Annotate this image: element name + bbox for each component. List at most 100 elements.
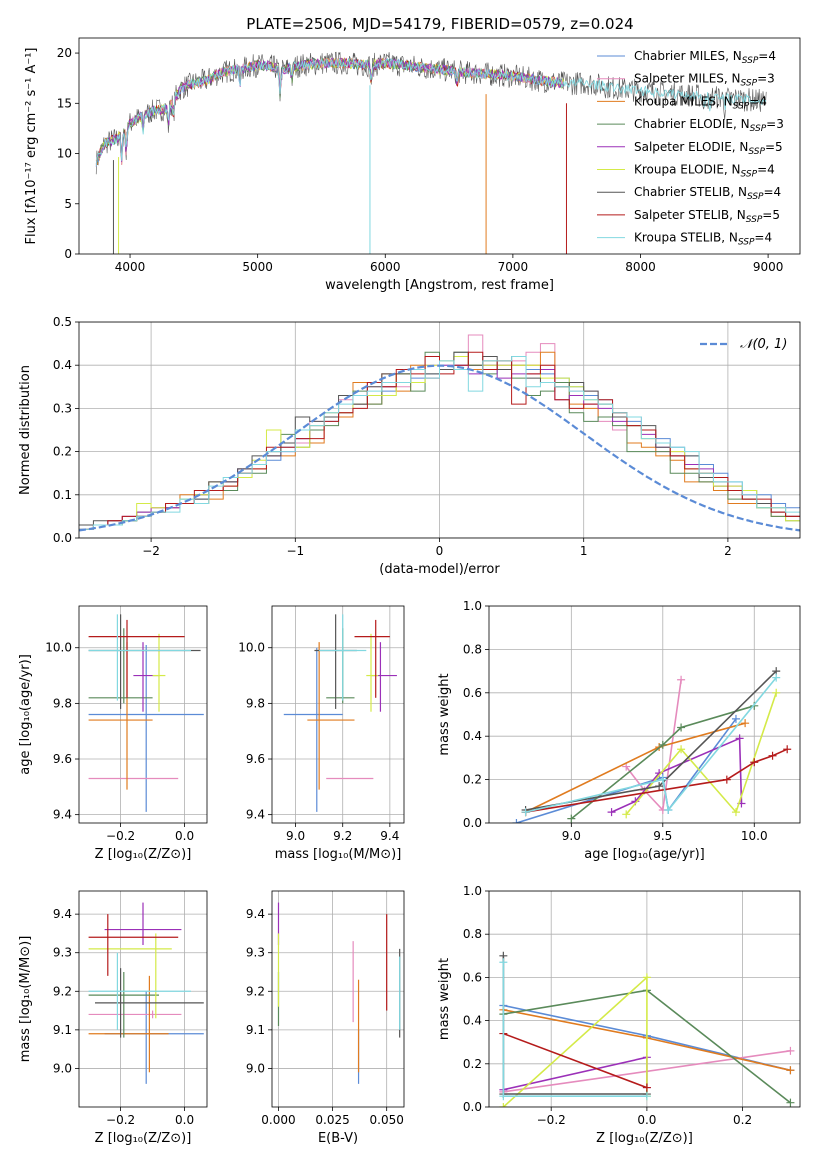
- weight-marker-chabrier_miles: [731, 714, 740, 723]
- y-tick-label: 0.1: [53, 488, 72, 502]
- weight-line-salpeter_stelib: [503, 1032, 648, 1089]
- y-axis-label: Normed distribution: [18, 365, 33, 495]
- legend-name: Salpeter MILES, N: [634, 72, 741, 86]
- y-tick-label: 9.4: [246, 907, 265, 921]
- legend-name: Salpeter STELIB, N: [634, 208, 746, 222]
- y-tick-label: 0.3: [53, 401, 72, 415]
- weight-marker-kroupa_elodie: [499, 1103, 508, 1107]
- weight-marker-chabrier_elodie: [786, 1098, 795, 1107]
- weight-marker-kroupa_elodie: [731, 808, 740, 817]
- plot-area-mass_vs_z: [79, 891, 207, 1107]
- y-tick-label: 10.0: [238, 641, 265, 655]
- y-tick-label: 0.0: [463, 816, 482, 830]
- legend-n: =3: [766, 117, 784, 131]
- x-tick-label: 9000: [753, 260, 784, 274]
- y-tick-label: 9.8: [246, 696, 265, 710]
- legend-n: =4: [754, 231, 772, 245]
- y-tick-label: 0.4: [463, 1014, 482, 1028]
- y-tick-label: 9.4: [53, 907, 72, 921]
- y-tick-label: 0.0: [53, 531, 72, 545]
- weight-marker-salpeter_elodie: [607, 808, 616, 817]
- y-tick-label: 9.0: [53, 1061, 72, 1075]
- weight-line-kroupa_stelib: [525, 677, 777, 813]
- y-tick-label: 9.4: [246, 808, 265, 822]
- legend-sub: SSP: [741, 79, 758, 89]
- y-tick-label: 20: [57, 46, 72, 60]
- weight-marker-chabrier_miles: [512, 819, 521, 823]
- legend-sub: SSP: [741, 170, 758, 180]
- legend-n: =4: [758, 49, 776, 63]
- x-tick-label: 0.025: [315, 1113, 349, 1127]
- x-axis-label: age [log₁₀(age/yr)]: [584, 847, 705, 862]
- x-tick-label: 2: [724, 544, 732, 558]
- y-axis-label: mass weight: [437, 958, 452, 1040]
- y-tick-label: 9.3: [53, 946, 72, 960]
- panel-weight_vs_z: −0.2 0.0 0.2 0.0 0.2 0.4 0.6 0.8 1.0 Z [log₁₀(Z/Z…: [437, 884, 801, 1146]
- y-axis-label: mass weight: [437, 673, 452, 755]
- axes-frame: [78, 321, 801, 539]
- y-tick-label: 0.0: [463, 1100, 482, 1114]
- weight-marker-salpeter_miles: [677, 675, 686, 684]
- weight-marker-kroupa_stelib: [664, 805, 673, 814]
- legend-label-salpeter_miles: Salpeter MILES, NSSP=3: [634, 72, 775, 89]
- weight-marker-kroupa_elodie: [772, 688, 781, 697]
- panel-age_vs_mass: 9.0 9.2 9.4 9.4 9.6 9.8 10.0 mass [log₁₀(M/M⊙)]: [238, 605, 405, 862]
- y-tick-label: 9.4: [53, 808, 72, 822]
- weight-marker-salpeter_elodie: [735, 734, 744, 743]
- legend-name: Chabrier ELODIE, N: [634, 117, 750, 131]
- x-tick-label: 9.2: [333, 829, 352, 843]
- legend-sub: SSP: [748, 147, 765, 157]
- weight-marker-salpeter_stelib: [750, 758, 759, 767]
- legend-sub: SSP: [746, 215, 763, 225]
- spectrum-line-kroupa_stelib: [95, 57, 767, 167]
- hist-kroupa_stelib: [79, 356, 800, 530]
- weight-marker-kroupa_elodie: [677, 745, 686, 754]
- x-axis-label: Z [log₁₀(Z/Z⊙)]: [95, 847, 192, 862]
- x-tick-label: 4000: [115, 260, 146, 274]
- y-tick-label: 9.1: [246, 1023, 265, 1037]
- legend-label-chabrier_elodie: Chabrier ELODIE, NSSP=3: [634, 117, 784, 134]
- x-tick-label: 0.0: [175, 1113, 194, 1127]
- legend-name: Chabrier MILES, N: [634, 49, 742, 63]
- axes-frame: [271, 890, 405, 1108]
- x-tick-label: 8000: [625, 260, 656, 274]
- y-tick-label: 0.4: [53, 358, 72, 372]
- weight-marker-salpeter_stelib: [642, 1083, 651, 1092]
- y-tick-label: 0.8: [463, 642, 482, 656]
- panel-weight_vs_age: 9.0 9.5 10.0 0.0 0.2 0.4 0.6 0.8 1.0 age [log₁₀(a…: [437, 599, 801, 862]
- weight-marker-salpeter_stelib: [722, 775, 731, 784]
- axes-frame: [488, 890, 801, 1108]
- normal-curve: [79, 364, 800, 532]
- legend-sub: SSP: [742, 56, 759, 66]
- y-tick-label: 9.0: [246, 1061, 265, 1075]
- legend-label-kroupa_stelib: Kroupa STELIB, NSSP=4: [634, 231, 772, 248]
- y-tick-label: 0.8: [463, 927, 482, 941]
- weight-marker-kroupa_stelib: [772, 673, 781, 682]
- panel-mass_vs_z: −0.2 0.0 9.0 9.1 9.2 9.3 9.4 Z [log₁₀(Z/Z⊙)] mas…: [18, 890, 208, 1146]
- plot-area-residuals: [79, 322, 800, 538]
- y-tick-label: 0.2: [463, 1057, 482, 1071]
- panel-spectrum: 4000 5000 6000 7000 8000 9000 0 5 10 15 20 waveleng…: [24, 37, 801, 293]
- y-tick-label: 9.2: [53, 984, 72, 998]
- x-tick-label: 0.050: [370, 1113, 404, 1127]
- weight-marker-kroupa_elodie: [642, 973, 651, 982]
- y-tick-label: 15: [57, 96, 72, 110]
- weight-marker-kroupa_stelib: [658, 775, 667, 784]
- x-tick-label: 0: [436, 544, 444, 558]
- legend-n: =4: [764, 185, 782, 199]
- y-tick-label: 0.4: [463, 729, 482, 743]
- x-tick-label: 9.0: [286, 829, 305, 843]
- y-axis-label: mass [log₁₀(M/M⊙)]: [18, 936, 33, 1063]
- weight-line-chabrier_elodie: [570, 705, 755, 820]
- y-tick-label: 9.3: [246, 946, 265, 960]
- y-tick-label: 0.6: [463, 970, 482, 984]
- y-tick-label: 9.2: [246, 984, 265, 998]
- weight-line-salpeter_miles: [625, 679, 682, 812]
- plot-area-age_vs_mass: [272, 606, 404, 823]
- x-tick-label: 6000: [370, 260, 401, 274]
- panel-mass_vs_ebv: 0.000 0.025 0.050 9.0 9.1 9.2 9.3 9.4 E(B-V): [246, 890, 405, 1146]
- y-axis-label: age [log₁₀(age/yr)]: [18, 654, 33, 775]
- legend-name: Kroupa MILES, N: [634, 94, 733, 108]
- x-tick-label: 0.2: [733, 1113, 752, 1127]
- legend-name: Kroupa ELODIE, N: [634, 163, 741, 177]
